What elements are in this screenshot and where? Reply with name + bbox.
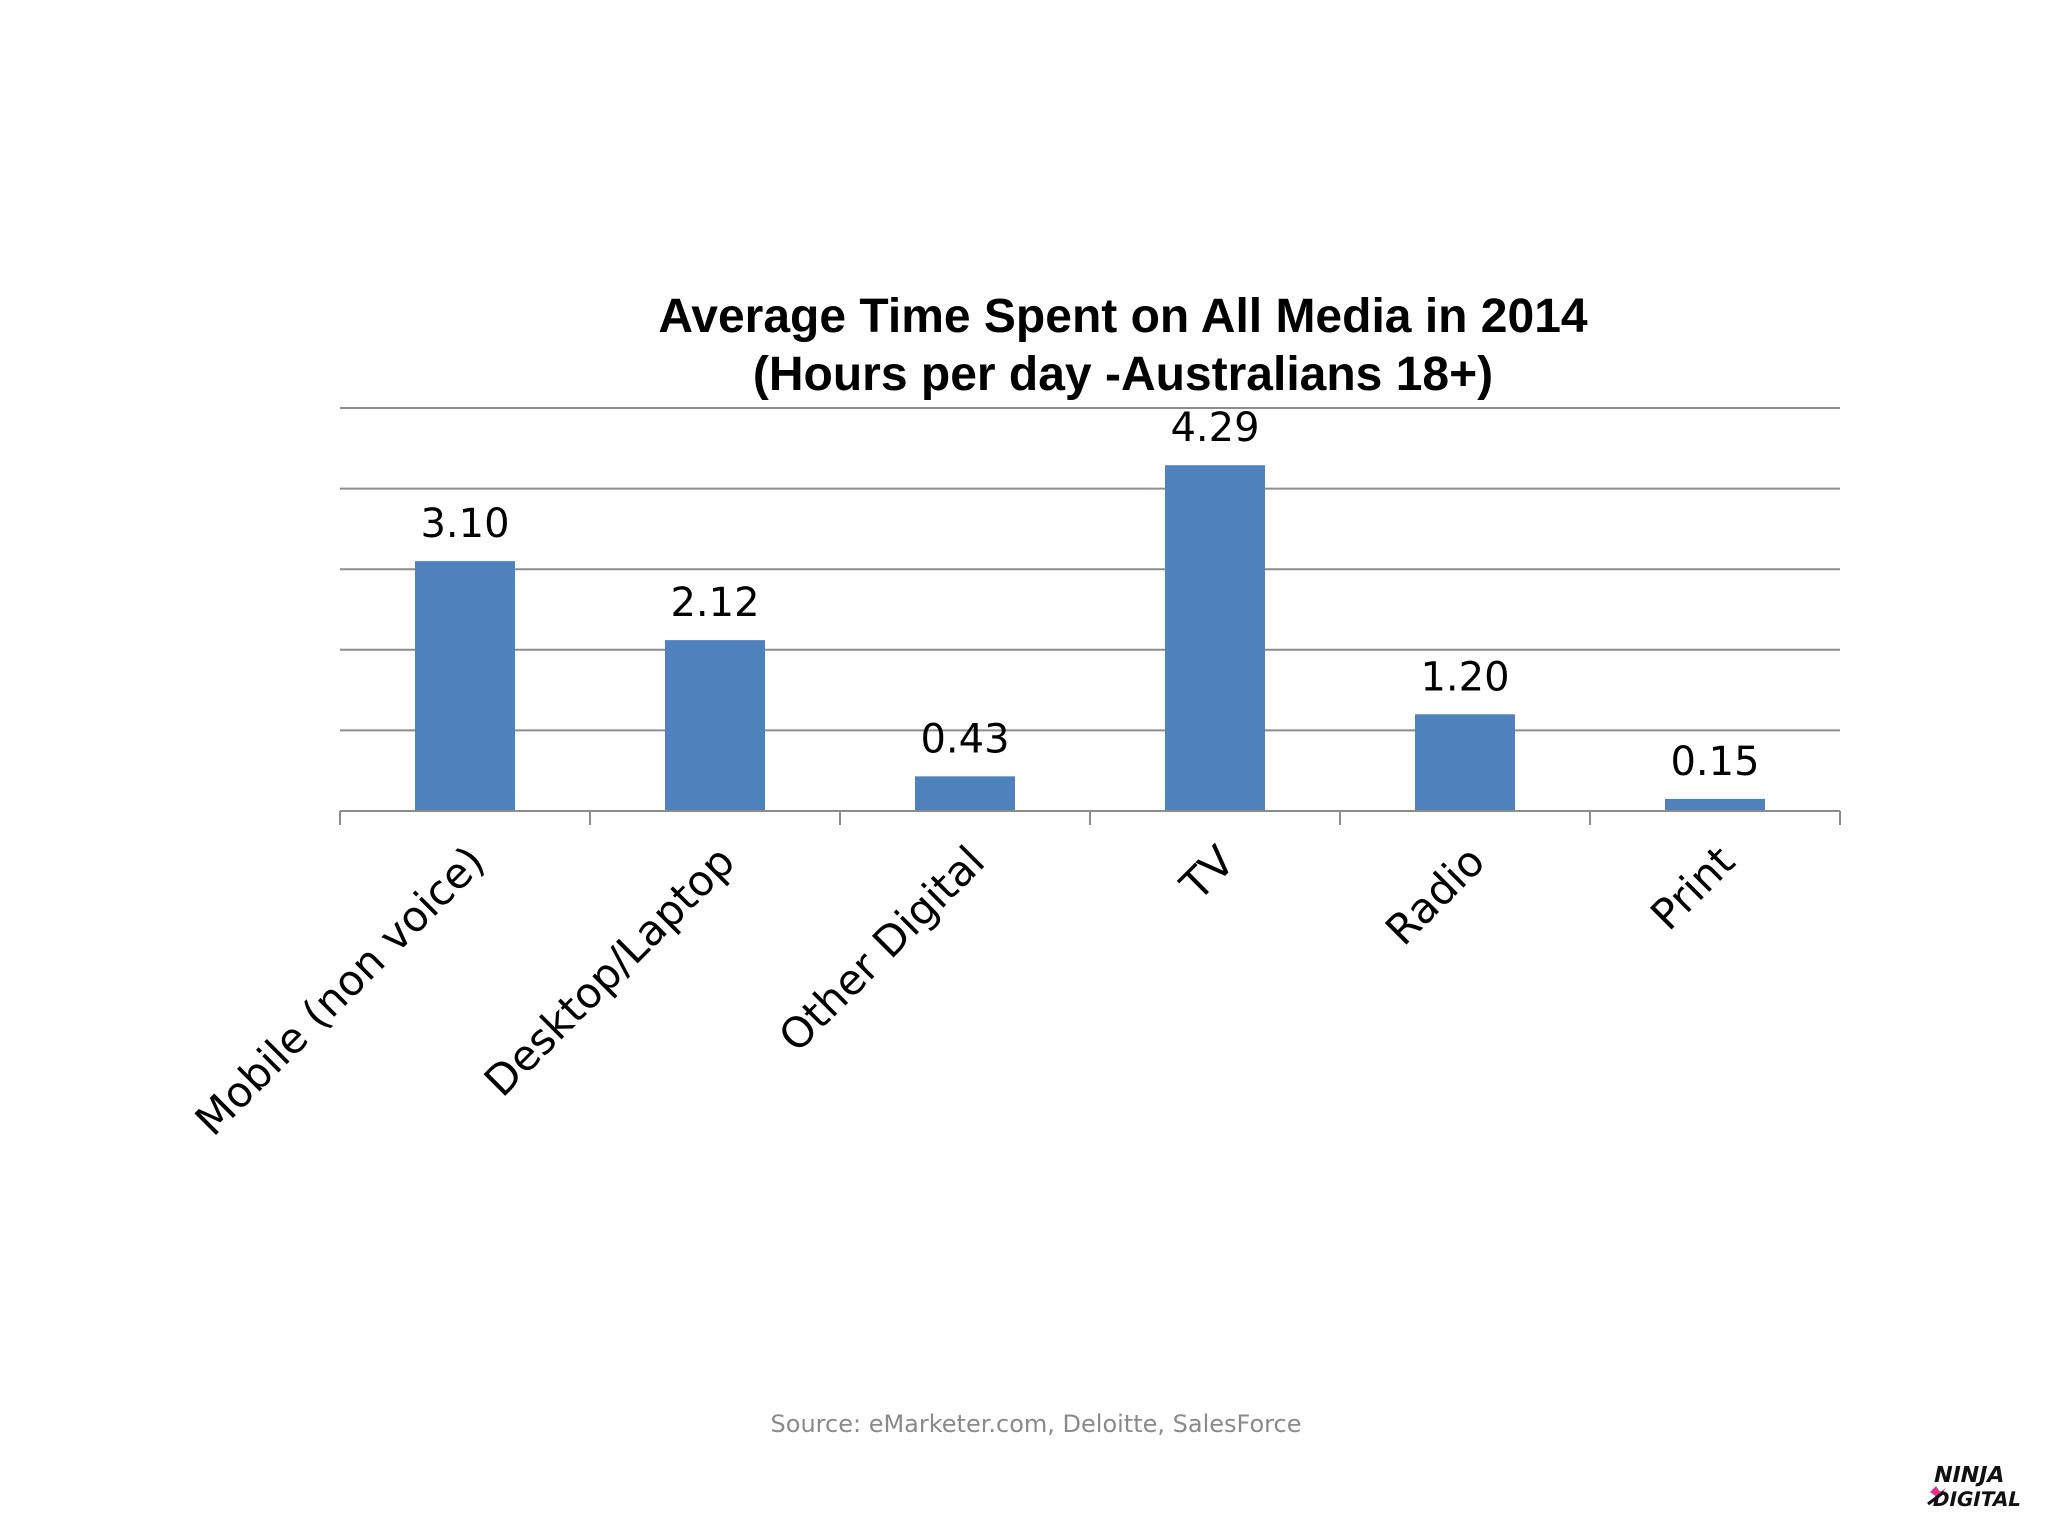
x-tick-label: Radio	[1376, 836, 1494, 954]
data-label: 3.10	[420, 501, 509, 547]
x-tick-label: TV	[1170, 836, 1244, 910]
data-label: 0.15	[1670, 739, 1759, 785]
x-tick-label: Desktop/Laptop	[475, 836, 744, 1105]
bar	[415, 561, 515, 811]
svg-text:DIGITAL: DIGITAL	[1930, 1487, 2023, 1511]
x-tick-label: Print	[1641, 836, 1744, 939]
x-tick-label: Mobile (non voice)	[186, 836, 495, 1145]
chart-subtitle: (Hours per day -Australians 18+)	[753, 348, 1493, 401]
data-label: 0.43	[920, 716, 1009, 762]
bar	[1165, 465, 1265, 811]
x-tick-labels: Mobile (non voice)Desktop/Laptop Other Di…	[186, 836, 1745, 1145]
bars	[415, 465, 1765, 811]
source-note: Source: eMarketer.com, Deloitte, SalesFo…	[771, 1410, 1302, 1438]
bar	[1665, 798, 1765, 811]
data-label: 4.29	[1170, 405, 1259, 451]
data-label: 1.20	[1420, 654, 1509, 700]
ninja-digital-logo: NINJA DIGITAL	[1927, 1462, 2024, 1511]
x-axis	[339, 810, 1841, 825]
bar	[665, 640, 765, 811]
gridlines	[340, 407, 1840, 732]
data-labels: 3.10 2.12 0.43 4.29 1.20 0.15	[420, 405, 1759, 785]
svg-text:NINJA: NINJA	[1931, 1462, 2007, 1488]
x-tick-label: Other Digital	[769, 836, 994, 1061]
bar	[1415, 714, 1515, 811]
bar	[915, 776, 1015, 811]
data-label: 2.12	[670, 580, 759, 626]
chart-title: Average Time Spent on All Media in 2014	[658, 290, 1587, 343]
